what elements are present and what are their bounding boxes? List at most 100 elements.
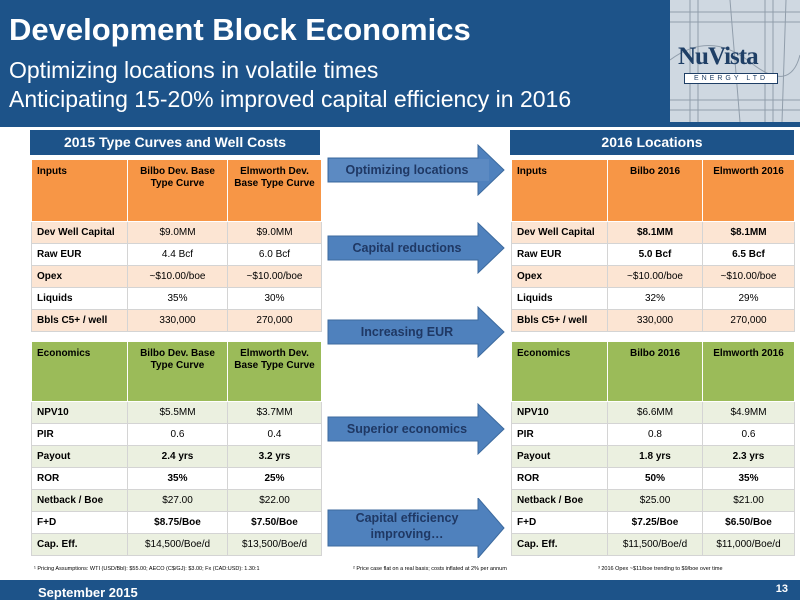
cell-value: 330,000: [127, 309, 228, 332]
header-bar: Development Block Economics Optimizing l…: [0, 0, 670, 122]
table-row: Bbls C5+ / well 330,000 270,000: [31, 309, 322, 332]
row-label: F+D: [511, 511, 608, 534]
col-header-bilbo: Bilbo Dev. Base Type Curve: [127, 159, 228, 222]
table-row: Netback / Boe $25.00 $21.00: [511, 489, 795, 512]
arrow-label: Increasing EUR: [360, 325, 454, 339]
col-header-inputs: Inputs: [31, 159, 128, 222]
footnote-pricing: ¹ Pricing Assumptions: WTI (USD/Bbl): $5…: [34, 566, 260, 572]
cell-value: 6.5 Bcf: [702, 243, 795, 266]
col-header-economics: Economics: [511, 341, 608, 402]
cell-value: $25.00: [607, 489, 703, 512]
table-2015-inputs: Inputs Bilbo Dev. Base Type Curve Elmwor…: [31, 159, 322, 332]
logo-tagline: ENERGY LTD: [684, 73, 778, 84]
cell-value: $5.5MM: [127, 401, 228, 424]
row-label: Raw EUR: [511, 243, 608, 266]
right-arrow-icon: [327, 221, 505, 275]
row-label: Opex: [31, 265, 128, 288]
arrow-label: Optimizing locations: [345, 163, 469, 177]
footnote-opex: ³ 2016 Opex ~$11/boe trending to $9/boe …: [598, 566, 723, 572]
cell-value: 5.0 Bcf: [607, 243, 703, 266]
row-label: Bbls C5+ / well: [31, 309, 128, 332]
table-row: PIR 0.8 0.6: [511, 423, 795, 446]
table-row: F+D $7.25/Boe $6.50/Boe: [511, 511, 795, 534]
table-header-row: Inputs Bilbo Dev. Base Type Curve Elmwor…: [31, 159, 322, 222]
row-label: PIR: [31, 423, 128, 446]
right-arrow-icon: [327, 402, 505, 456]
cell-value: ~$10.00/boe: [702, 265, 795, 288]
table-2015-economics: Economics Bilbo Dev. Base Type Curve Elm…: [31, 341, 322, 556]
cell-value: 270,000: [227, 309, 322, 332]
col-header-bilbo: Bilbo Dev. Base Type Curve: [127, 341, 228, 402]
table-header-row: Economics Bilbo Dev. Base Type Curve Elm…: [31, 341, 322, 402]
row-label: Dev Well Capital: [511, 221, 608, 244]
row-label: F+D: [31, 511, 128, 534]
row-label: Payout: [31, 445, 128, 468]
arrow-superior-economics: Superior economics: [326, 402, 506, 456]
table-row: Cap. Eff. $11,500/Boe/d $11,000/Boe/d: [511, 533, 795, 556]
table-row: ROR 35% 25%: [31, 467, 322, 490]
refinery-background-icon: [670, 0, 800, 122]
table-row: Opex ~$10.00/boe ~$10.00/boe: [511, 265, 795, 288]
page-title: Development Block Economics: [9, 12, 471, 47]
cell-value: 2.3 yrs: [702, 445, 795, 468]
row-label: Liquids: [31, 287, 128, 310]
cell-value: 29%: [702, 287, 795, 310]
cell-value: $8.75/Boe: [127, 511, 228, 534]
cell-value: 6.0 Bcf: [227, 243, 322, 266]
arrow-label: Superior economics: [346, 422, 468, 436]
table-row: NPV10 $6.6MM $4.9MM: [511, 401, 795, 424]
table-header-row: Inputs Bilbo 2016 Elmworth 2016: [511, 159, 795, 222]
table-row: Liquids 35% 30%: [31, 287, 322, 310]
section-banner-2016: 2016 Locations: [510, 130, 794, 155]
table-row: F+D $8.75/Boe $7.50/Boe: [31, 511, 322, 534]
col-header-elmworth: Elmworth 2016: [702, 341, 795, 402]
table-row: Payout 1.8 yrs 2.3 yrs: [511, 445, 795, 468]
table-row: Opex ~$10.00/boe ~$10.00/boe: [31, 265, 322, 288]
footnote-price-case: ² Price case flat on a real basis; costs…: [353, 566, 507, 572]
cell-value: $7.25/Boe: [607, 511, 703, 534]
row-label: Liquids: [511, 287, 608, 310]
cell-value: 35%: [702, 467, 795, 490]
row-label: Netback / Boe: [511, 489, 608, 512]
header-divider: [0, 122, 800, 127]
cell-value: 30%: [227, 287, 322, 310]
right-arrow-icon: [327, 305, 505, 359]
row-label: ROR: [511, 467, 608, 490]
cell-value: $11,000/Boe/d: [702, 533, 795, 556]
cell-value: $27.00: [127, 489, 228, 512]
cell-value: 0.8: [607, 423, 703, 446]
row-label: Bbls C5+ / well: [511, 309, 608, 332]
cell-value: $3.7MM: [227, 401, 322, 424]
row-label: Dev Well Capital: [31, 221, 128, 244]
cell-value: 35%: [127, 467, 228, 490]
table-row: PIR 0.6 0.4: [31, 423, 322, 446]
cell-value: $8.1MM: [702, 221, 795, 244]
cell-value: 270,000: [702, 309, 795, 332]
table-row: NPV10 $5.5MM $3.7MM: [31, 401, 322, 424]
row-label: Payout: [511, 445, 608, 468]
right-arrow-icon: [327, 143, 505, 197]
col-header-inputs: Inputs: [511, 159, 608, 222]
cell-value: 35%: [127, 287, 228, 310]
table-row: Bbls C5+ / well 330,000 270,000: [511, 309, 795, 332]
table-row: Netback / Boe $27.00 $22.00: [31, 489, 322, 512]
footer-date: September 2015: [38, 585, 138, 600]
right-arrow-icon: [327, 498, 505, 558]
table-2016-economics: Economics Bilbo 2016 Elmworth 2016 NPV10…: [511, 341, 795, 556]
row-label: ROR: [31, 467, 128, 490]
cell-value: ~$10.00/boe: [607, 265, 703, 288]
cell-value: 2.4 yrs: [127, 445, 228, 468]
page-subtitle-2: Anticipating 15-20% improved capital eff…: [9, 86, 572, 112]
table-row: Dev Well Capital $9.0MM $9.0MM: [31, 221, 322, 244]
cell-value: 3.2 yrs: [227, 445, 322, 468]
table-row: Raw EUR 4.4 Bcf 6.0 Bcf: [31, 243, 322, 266]
cell-value: $9.0MM: [227, 221, 322, 244]
table-header-row: Economics Bilbo 2016 Elmworth 2016: [511, 341, 795, 402]
col-header-economics: Economics: [31, 341, 128, 402]
col-header-elmworth: Elmworth Dev. Base Type Curve: [227, 159, 322, 222]
row-label: Cap. Eff.: [31, 533, 128, 556]
footer-bar: [0, 580, 800, 600]
cell-value: $6.50/Boe: [702, 511, 795, 534]
cell-value: $22.00: [227, 489, 322, 512]
cell-value: $9.0MM: [127, 221, 228, 244]
